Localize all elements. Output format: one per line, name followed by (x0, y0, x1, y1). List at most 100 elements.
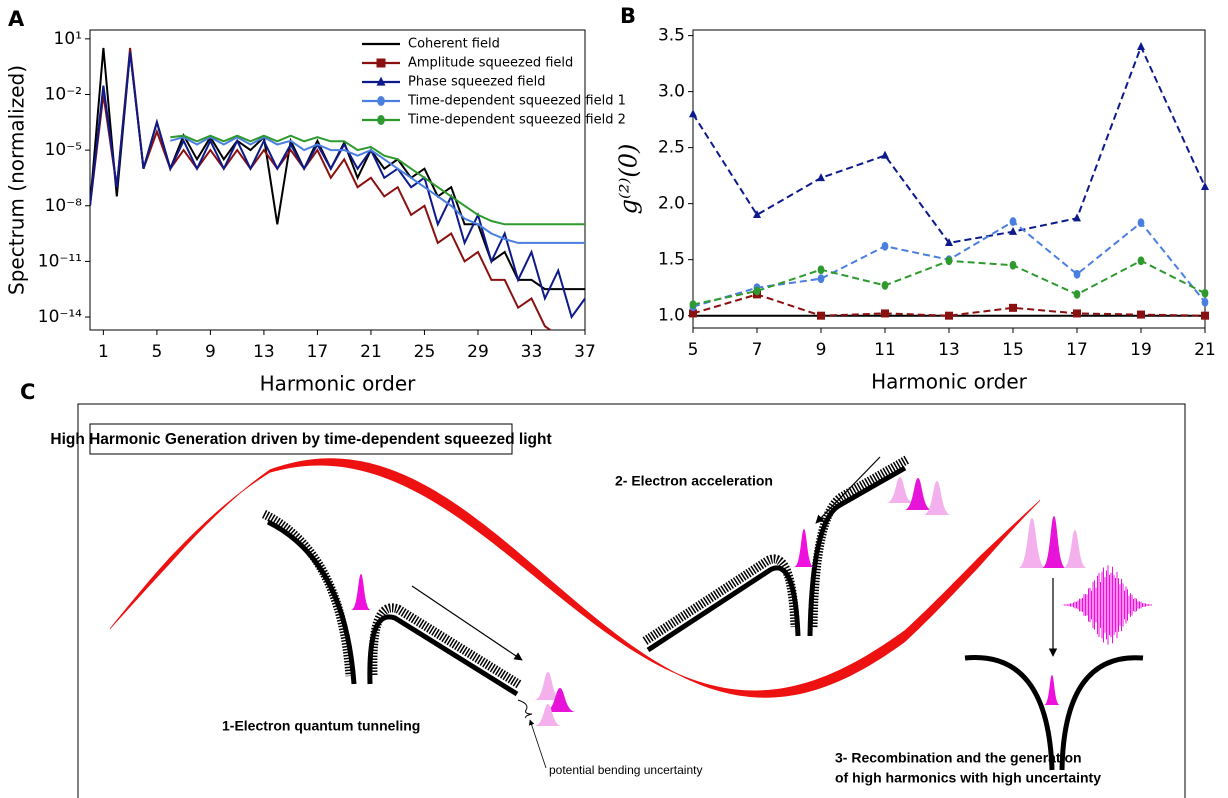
pulse (886, 477, 914, 503)
diagram-frame (77, 403, 1186, 798)
x-tick-label: 25 (414, 342, 436, 362)
marker (1073, 289, 1081, 299)
series-line (693, 293, 1205, 317)
x-axis-label: Harmonic order (871, 370, 1028, 394)
marker (817, 274, 825, 284)
panel-label: C (20, 380, 35, 404)
step-label: 3- Recombination and the generation (835, 750, 1082, 766)
potential-well (1059, 655, 1144, 771)
marker (817, 265, 825, 275)
series-line (170, 136, 585, 244)
x-tick-label: 17 (307, 342, 329, 362)
potential-well (807, 465, 907, 637)
x-tick-label: 1 (98, 342, 109, 362)
marker (377, 115, 385, 125)
pulse (923, 481, 951, 515)
marker (376, 76, 386, 86)
marker (1137, 42, 1145, 51)
marker (1009, 260, 1017, 270)
pulse (534, 704, 562, 726)
marker (881, 309, 889, 318)
series-line (170, 134, 585, 226)
step-label: of high harmonics with high uncertainty (835, 770, 1101, 786)
marker (1201, 288, 1209, 298)
x-tick-label: 21 (360, 342, 382, 362)
y-axis-label: Spectrum (normalized) (5, 65, 29, 295)
series-line (90, 47, 553, 330)
arrow (411, 585, 523, 661)
potential-well (964, 655, 1055, 771)
pulse (351, 574, 371, 610)
marker (753, 210, 761, 219)
step-label: 1-Electron quantum tunneling (222, 718, 420, 734)
potential-well (367, 614, 519, 697)
pulse (1063, 530, 1087, 568)
uncertainty-band (808, 455, 911, 628)
x-tick-label: 13 (938, 340, 960, 360)
legend-label: Time-dependent squeezed field 2 (407, 113, 626, 128)
legend-label: Amplitude squeezed field (408, 56, 573, 71)
x-tick-label: 7 (752, 340, 763, 360)
x-axis-label: Harmonic order (260, 372, 417, 396)
marker (1073, 309, 1081, 318)
marker (377, 96, 385, 106)
x-tick-label: 5 (688, 340, 699, 360)
note: potential bending uncertainty (549, 763, 702, 777)
marker (1009, 226, 1017, 235)
marker (753, 286, 761, 296)
marker (881, 281, 889, 290)
y-tick-label: 10⁻¹⁴ (38, 307, 82, 327)
marker (376, 58, 386, 68)
x-tick-label: 29 (467, 342, 489, 362)
plot-frame (692, 29, 1206, 329)
marker (1137, 256, 1145, 266)
marker (689, 309, 697, 318)
legend-label: Phase squeezed field (408, 75, 545, 90)
x-tick-label: 37 (574, 342, 596, 362)
step-label: 2- Electron acceleration (615, 473, 773, 489)
marker (1137, 310, 1145, 319)
uncertainty-band (368, 603, 523, 689)
y-tick-label: 3.5 (658, 26, 685, 46)
title-box (89, 423, 513, 455)
series-line (693, 44, 1205, 244)
y-tick-label: 2.5 (658, 138, 685, 158)
marker (1073, 269, 1081, 279)
x-tick-label: 9 (816, 340, 827, 360)
potential-well (646, 565, 801, 653)
diagram: High Harmonic Generation driven by time-… (50, 423, 1152, 786)
marker (689, 300, 697, 309)
marker (1201, 297, 1209, 307)
pulse (544, 688, 576, 712)
potential-well (266, 519, 357, 685)
pulse (1018, 518, 1046, 568)
diagram-title: High Harmonic Generation driven by time-… (50, 431, 551, 448)
arrow (815, 456, 881, 524)
marker (945, 238, 953, 247)
x-tick-label: 13 (253, 342, 275, 362)
x-tick-label: 9 (205, 342, 216, 362)
marker (1009, 217, 1017, 226)
x-tick-label: 15 (1002, 340, 1024, 360)
x-tick-label: 33 (521, 342, 543, 362)
marker (945, 311, 953, 320)
y-tick-label: 10⁻⁸ (45, 196, 83, 216)
x-tick-label: 5 (151, 342, 162, 362)
marker (817, 173, 825, 182)
y-tick-label: 10¹ (54, 29, 82, 49)
marker (945, 256, 953, 266)
y-tick-label: 2.0 (658, 194, 685, 214)
marker (817, 311, 825, 320)
marker (1073, 213, 1081, 222)
legend-label: Time-dependent squeezed field 1 (407, 94, 626, 109)
y-tick-label: 3.0 (658, 82, 685, 102)
arrow (528, 719, 547, 769)
panel-label: A (8, 7, 25, 31)
y-axis-label: g⁽²⁾(0) (615, 144, 643, 215)
pulse (904, 478, 932, 510)
marker (881, 241, 889, 251)
x-tick-label: 11 (874, 340, 896, 360)
marker (1201, 182, 1209, 191)
